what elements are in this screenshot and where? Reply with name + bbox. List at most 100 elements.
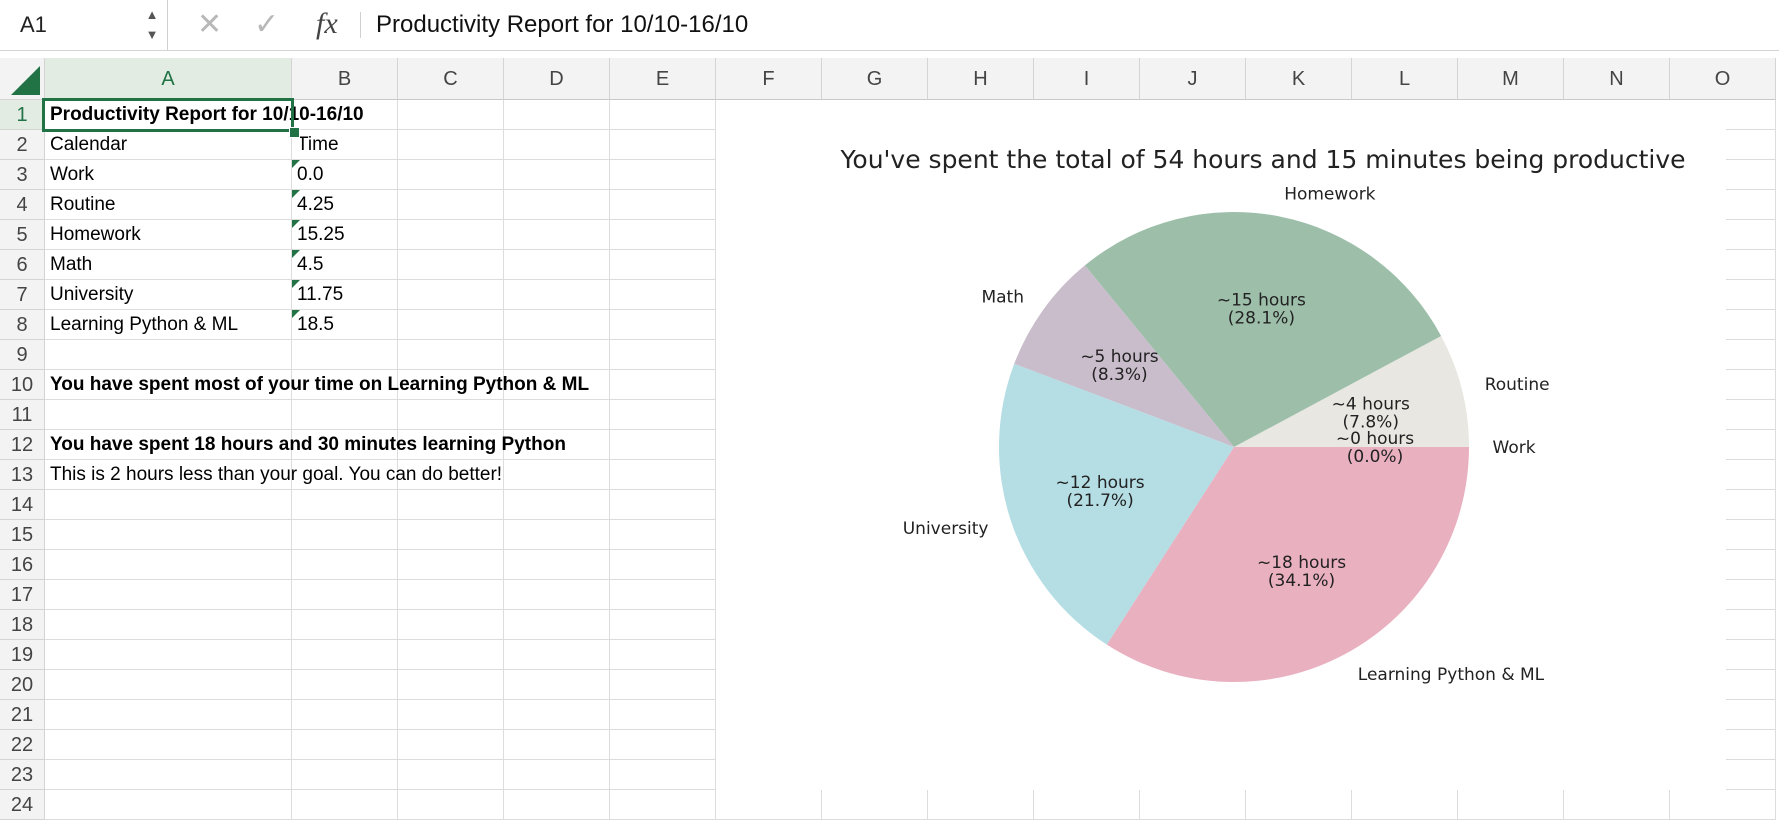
row-header-1[interactable]: 1 — [0, 100, 45, 130]
row-header-14[interactable]: 14 — [0, 490, 45, 520]
cell-d3[interactable] — [504, 160, 610, 190]
cell-e15[interactable] — [610, 520, 716, 550]
row-header-11[interactable]: 11 — [0, 400, 45, 430]
cell-d1[interactable] — [504, 100, 610, 130]
cell-e20[interactable] — [610, 670, 716, 700]
cell-a11[interactable] — [45, 400, 292, 430]
cell-e3[interactable] — [610, 160, 716, 190]
cell-b12[interactable] — [292, 430, 398, 460]
row-header-17[interactable]: 17 — [0, 580, 45, 610]
row-header-19[interactable]: 19 — [0, 640, 45, 670]
cell-e9[interactable] — [610, 340, 716, 370]
cell-b4[interactable]: 4.25 — [292, 190, 398, 220]
cell-d9[interactable] — [504, 340, 610, 370]
cell-b1[interactable] — [292, 100, 398, 130]
cell-b20[interactable] — [292, 670, 398, 700]
cell-a5[interactable]: Homework — [45, 220, 292, 250]
cell-m24[interactable] — [1458, 790, 1564, 820]
cell-c8[interactable] — [398, 310, 504, 340]
cell-e21[interactable] — [610, 700, 716, 730]
number-as-text-indicator-icon[interactable] — [292, 310, 300, 318]
cell-b15[interactable] — [292, 520, 398, 550]
cell-n24[interactable] — [1564, 790, 1670, 820]
column-header-n[interactable]: N — [1564, 58, 1670, 100]
cell-e22[interactable] — [610, 730, 716, 760]
cell-d5[interactable] — [504, 220, 610, 250]
cell-d13[interactable] — [504, 460, 610, 490]
row-header-4[interactable]: 4 — [0, 190, 45, 220]
row-header-8[interactable]: 8 — [0, 310, 45, 340]
cell-b2[interactable]: Time — [292, 130, 398, 160]
confirm-icon[interactable]: ✓ — [254, 8, 280, 41]
column-header-m[interactable]: M — [1458, 58, 1564, 100]
cell-e16[interactable] — [610, 550, 716, 580]
cell-a22[interactable] — [45, 730, 292, 760]
cell-c1[interactable] — [398, 100, 504, 130]
column-header-l[interactable]: L — [1352, 58, 1458, 100]
cell-d6[interactable] — [504, 250, 610, 280]
cell-c7[interactable] — [398, 280, 504, 310]
row-header-16[interactable]: 16 — [0, 550, 45, 580]
pie-slice-homework[interactable] — [1084, 212, 1442, 447]
cell-f24[interactable] — [716, 790, 822, 820]
number-as-text-indicator-icon[interactable] — [292, 220, 300, 228]
cell-b13[interactable] — [292, 460, 398, 490]
cell-e7[interactable] — [610, 280, 716, 310]
row-header-6[interactable]: 6 — [0, 250, 45, 280]
cell-c11[interactable] — [398, 400, 504, 430]
row-header-18[interactable]: 18 — [0, 610, 45, 640]
cancel-icon[interactable]: ✕ — [197, 8, 223, 41]
cell-a8[interactable]: Learning Python & ML — [45, 310, 292, 340]
row-header-2[interactable]: 2 — [0, 130, 45, 160]
cell-b6[interactable]: 4.5 — [292, 250, 398, 280]
cell-a13[interactable]: This is 2 hours less than your goal. You… — [45, 460, 502, 490]
cell-d8[interactable] — [504, 310, 610, 340]
cell-b9[interactable] — [292, 340, 398, 370]
cell-c17[interactable] — [398, 580, 504, 610]
column-header-c[interactable]: C — [398, 58, 504, 100]
row-header-22[interactable]: 22 — [0, 730, 45, 760]
cell-c21[interactable] — [398, 700, 504, 730]
cell-d17[interactable] — [504, 580, 610, 610]
cell-b17[interactable] — [292, 580, 398, 610]
cell-c10[interactable] — [398, 370, 504, 400]
cell-d11[interactable] — [504, 400, 610, 430]
cell-d4[interactable] — [504, 190, 610, 220]
row-header-7[interactable]: 7 — [0, 280, 45, 310]
cell-b8[interactable]: 18.5 — [292, 310, 398, 340]
pie-slice-routine[interactable] — [1234, 335, 1469, 447]
fill-handle[interactable] — [289, 127, 300, 138]
row-header-9[interactable]: 9 — [0, 340, 45, 370]
cell-g24[interactable] — [822, 790, 928, 820]
cell-e24[interactable] — [610, 790, 716, 820]
number-as-text-indicator-icon[interactable] — [292, 280, 300, 288]
cell-c23[interactable] — [398, 760, 504, 790]
cell-b7[interactable]: 11.75 — [292, 280, 398, 310]
cell-c13[interactable] — [398, 460, 504, 490]
cell-c19[interactable] — [398, 640, 504, 670]
cell-l24[interactable] — [1352, 790, 1458, 820]
column-header-i[interactable]: I — [1034, 58, 1140, 100]
column-header-g[interactable]: G — [822, 58, 928, 100]
cell-c20[interactable] — [398, 670, 504, 700]
cell-e19[interactable] — [610, 640, 716, 670]
cell-a4[interactable]: Routine — [45, 190, 292, 220]
number-as-text-indicator-icon[interactable] — [292, 190, 300, 198]
cell-b19[interactable] — [292, 640, 398, 670]
column-header-k[interactable]: K — [1246, 58, 1352, 100]
select-all-button[interactable] — [0, 58, 45, 100]
row-header-10[interactable]: 10 — [0, 370, 45, 400]
row-header-24[interactable]: 24 — [0, 790, 45, 820]
cell-a18[interactable] — [45, 610, 292, 640]
pie-slice-math[interactable] — [1014, 265, 1234, 447]
number-as-text-indicator-icon[interactable] — [292, 250, 300, 258]
cell-d12[interactable] — [504, 430, 610, 460]
cell-d2[interactable] — [504, 130, 610, 160]
cell-e23[interactable] — [610, 760, 716, 790]
cell-a17[interactable] — [45, 580, 292, 610]
cell-d21[interactable] — [504, 700, 610, 730]
cell-b22[interactable] — [292, 730, 398, 760]
cell-c12[interactable] — [398, 430, 504, 460]
column-header-b[interactable]: B — [292, 58, 398, 100]
cell-a24[interactable] — [45, 790, 292, 820]
